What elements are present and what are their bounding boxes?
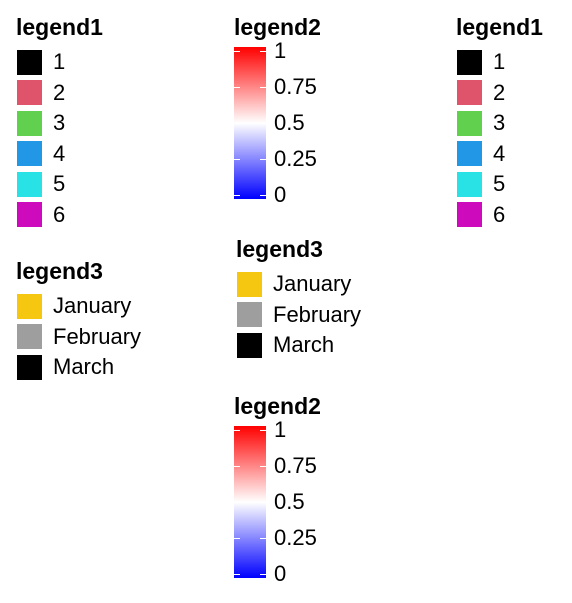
legend-title: legend1 [16, 14, 103, 40]
colorbar-tick [260, 51, 266, 52]
legend1-right: legend1 1 2 3 4 5 6 [456, 14, 543, 230]
legend-label: 3 [53, 110, 66, 136]
colorbar-tick [260, 502, 266, 503]
legend-label: 4 [53, 140, 66, 166]
legend-key: March [16, 352, 141, 383]
colorbar-tick [234, 123, 240, 124]
legend-swatch [456, 140, 483, 168]
legend-key: January [236, 269, 361, 300]
legend-swatch [16, 48, 43, 76]
colorbar-tick [234, 502, 240, 503]
legend-swatch [16, 170, 43, 198]
colorbar-tick [234, 159, 240, 160]
legend-label: 4 [493, 140, 506, 166]
legend-swatch [456, 201, 483, 229]
legend-key: March [236, 330, 361, 361]
legend-swatch [16, 201, 43, 229]
legend-swatch [236, 270, 263, 298]
legend-key: 3 [16, 108, 103, 139]
colorbar-tick-label: 0.75 [274, 453, 317, 478]
legend-title: legend2 [234, 14, 321, 40]
colorbar-tick [234, 51, 240, 52]
legend-label: March [53, 354, 115, 380]
legend-label: 3 [493, 110, 506, 136]
legend-swatch [456, 109, 483, 137]
colorbar-tick [234, 466, 240, 467]
legend-title: legend2 [234, 393, 321, 419]
colorbar-tick [234, 430, 240, 431]
legend-key: February [236, 300, 361, 331]
legend-label: 1 [53, 49, 66, 75]
legend-label: 5 [493, 171, 506, 197]
colorbar-tick [234, 195, 240, 196]
legend-key: 1 [16, 47, 103, 78]
colorbar-tick [234, 538, 240, 539]
colorbar-tick [260, 430, 266, 431]
legend-label: March [273, 332, 335, 358]
legend2-bottom: legend2 0 0.25 0.5 0.75 1 [234, 393, 374, 586]
legend-title: legend1 [456, 14, 543, 40]
legend-key: 4 [16, 139, 103, 170]
colorbar-tick-label: 0.25 [274, 146, 317, 171]
colorbar-tick [234, 574, 240, 575]
colorbar: 0 0.25 0.5 0.75 1 [234, 39, 374, 207]
legend-swatch [456, 79, 483, 107]
legend2-top: legend2 0 0.25 0.5 0.75 1 [234, 14, 374, 207]
legend-label: 6 [53, 201, 66, 227]
legend-key: February [16, 322, 141, 353]
legend-swatch [16, 323, 43, 351]
colorbar-tick-label: 1 [274, 417, 287, 442]
legend-label: January [53, 293, 132, 319]
legend-swatch [16, 292, 43, 320]
colorbar-tick-label: 0.5 [274, 110, 305, 135]
legend-key: 6 [16, 200, 103, 231]
legend-title: legend3 [236, 236, 323, 262]
legend-swatch [16, 353, 43, 381]
colorbar-tick [260, 159, 266, 160]
legend-label: 2 [53, 79, 66, 105]
legend-swatch [236, 331, 263, 359]
legend-label: 6 [493, 201, 506, 227]
colorbar-tick [260, 123, 266, 124]
colorbar-tick-label: 0.25 [274, 525, 317, 550]
legend-swatch [456, 170, 483, 198]
legend1-left: legend1 1 2 3 4 5 6 [16, 14, 103, 230]
legend-label: February [53, 323, 142, 349]
colorbar-tick [260, 195, 266, 196]
legend-swatch [16, 109, 43, 137]
colorbar-tick [260, 574, 266, 575]
colorbar-tick-label: 0.5 [274, 489, 305, 514]
legend-key: 3 [456, 108, 543, 139]
legend-swatch [16, 79, 43, 107]
legend-key: 5 [16, 169, 103, 200]
legend-label: 1 [493, 49, 506, 75]
colorbar-tick [234, 87, 240, 88]
legend3-middle: legend3 January February March [236, 236, 361, 361]
colorbar-tick [260, 87, 266, 88]
legend-key: 2 [16, 78, 103, 109]
legend-swatch [16, 140, 43, 168]
colorbar-tick-label: 1 [274, 38, 287, 63]
legend-title: legend3 [16, 258, 103, 284]
colorbar-tick-label: 0 [274, 182, 287, 207]
legend-key: 4 [456, 139, 543, 170]
legend-swatch [456, 48, 483, 76]
colorbar-tick [260, 466, 266, 467]
legend-key: 5 [456, 169, 543, 200]
legend-label: January [273, 271, 352, 297]
legend-key: January [16, 291, 141, 322]
legend-key: 6 [456, 200, 543, 231]
colorbar-tick-label: 0.75 [274, 74, 317, 99]
legend-key: 2 [456, 78, 543, 109]
colorbar-tick-label: 0 [274, 561, 287, 586]
legend-key: 1 [456, 47, 543, 78]
legend-label: 2 [493, 79, 506, 105]
legend-label: 5 [53, 171, 66, 197]
colorbar-tick [260, 538, 266, 539]
legend3-left: legend3 January February March [16, 258, 141, 383]
legend-swatch [236, 301, 263, 329]
legend-label: February [273, 301, 362, 327]
colorbar: 0 0.25 0.5 0.75 1 [234, 418, 374, 586]
